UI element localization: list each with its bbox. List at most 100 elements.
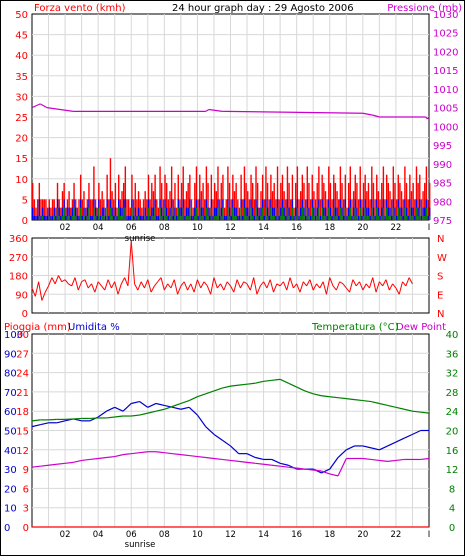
climate-hour-label-18: 18 xyxy=(324,530,335,540)
wind-avg-bar-99 xyxy=(195,207,198,220)
humidity-line-seg-1 xyxy=(40,422,49,426)
wind-mid-bar-2 xyxy=(35,215,37,220)
wind-mid-bar-35 xyxy=(89,215,92,220)
wind-mid-bar-38 xyxy=(94,207,97,220)
wind-avg-bar-77 xyxy=(159,207,161,220)
temperature-line-seg-40 xyxy=(362,399,372,403)
wind-avg-bar-42 xyxy=(101,215,103,220)
wind-gust-bar-41 xyxy=(99,199,102,220)
wind-mid-bar-206 xyxy=(372,207,375,220)
wind-dir-seg-21 xyxy=(101,285,106,291)
wind-gust-bar-59 xyxy=(129,207,131,220)
wind-dir-seg-41 xyxy=(167,283,172,289)
wind-mid-bar-30 xyxy=(81,215,84,220)
wind-mid-bar-66 xyxy=(141,215,143,220)
wind-avg-bar-50 xyxy=(114,215,117,220)
wind-gust-bar-239 xyxy=(427,199,429,220)
wind-dir-seg-106 xyxy=(382,279,387,287)
wind-gust-bar-192 xyxy=(349,166,351,220)
humidity-y-tick-60: 60 xyxy=(4,407,17,418)
wind-dir-seg-107 xyxy=(385,279,390,291)
wind-gust-bar-2 xyxy=(35,207,37,220)
wind-gust-bar-0 xyxy=(32,182,34,220)
wind-gust-bar-219 xyxy=(394,182,396,220)
sunrise-label-top: sunrise xyxy=(125,234,156,244)
dewpoint-line-seg-7 xyxy=(89,457,99,461)
wind-gust-bar-11 xyxy=(50,207,52,220)
temp-y-tick-36: 36 xyxy=(446,349,459,360)
humidity-line-seg-23 xyxy=(221,439,231,447)
wind-gust-bar-120 xyxy=(230,199,232,220)
temperature-line-seg-33 xyxy=(304,390,314,395)
temperature-line-seg-25 xyxy=(238,383,248,386)
wind-mid-bar-109 xyxy=(212,215,214,220)
wind-gust-bar-144 xyxy=(270,174,272,220)
wind-mid-bar-13 xyxy=(53,207,55,220)
dewpoint-line-seg-27 xyxy=(255,462,264,465)
pressure-y-tick-1005: 1005 xyxy=(433,104,458,115)
wind-gust-bar-104 xyxy=(204,199,206,220)
wind-gust-bar-94 xyxy=(187,182,189,220)
humidity-line-seg-45 xyxy=(403,433,413,439)
wind-dir-seg-19 xyxy=(94,281,99,293)
wind-mid-bar-150 xyxy=(280,207,282,220)
wind-avg-bar-136 xyxy=(256,215,259,220)
wind-avg-bar-94 xyxy=(187,215,189,220)
wind-dir-seg-47 xyxy=(187,283,192,291)
wind-dir-seg-114 xyxy=(408,277,413,285)
wind-gust-bar-51 xyxy=(116,207,118,220)
wind-gust-bar-29 xyxy=(79,174,82,220)
temperature-line-seg-34 xyxy=(313,393,322,397)
wind-avg-bar-155 xyxy=(288,215,290,220)
wind-mid-bar-162 xyxy=(299,207,302,220)
climate-hour-label-22: 22 xyxy=(391,530,402,540)
wind-gust-bar-220 xyxy=(395,199,398,220)
wind-dir-seg-11 xyxy=(68,283,72,287)
dewpoint-line-seg-9 xyxy=(106,455,115,459)
wind-dir-seg-3 xyxy=(41,291,46,301)
wind-gust-bar-234 xyxy=(419,174,421,220)
wind-gust-bar-60 xyxy=(131,174,133,220)
humidity-line-seg-24 xyxy=(230,445,240,455)
wind-mid-bar-171 xyxy=(314,215,317,220)
wind-dir-seg-73 xyxy=(273,283,278,293)
dewpoint-line-seg-16 xyxy=(164,452,173,455)
wind-gust-bar-193 xyxy=(351,199,353,220)
wind-mid-bar-10 xyxy=(48,207,50,220)
wind-mid-bar-131 xyxy=(248,215,251,220)
wind-gust-bar-232 xyxy=(415,166,418,220)
climate-hour-label-14: 14 xyxy=(258,530,269,540)
wind-gust-bar-150 xyxy=(280,182,282,220)
wind-mid-bar-94 xyxy=(187,207,189,220)
temperature-line-seg-41 xyxy=(370,400,380,405)
wind-mid-bar-204 xyxy=(369,215,371,220)
humidity-y-tick-80: 80 xyxy=(4,369,17,380)
wind-dir-seg-10 xyxy=(64,279,69,285)
wind-mid-bar-219 xyxy=(394,207,396,220)
wind-gust-bar-111 xyxy=(215,191,218,220)
wind-mid-bar-199 xyxy=(361,215,363,220)
dewpoint-line-seg-30 xyxy=(280,465,289,468)
wind-avg-bar-191 xyxy=(347,215,350,220)
wind-gust-bar-128 xyxy=(243,166,246,220)
wind-mid-bar-237 xyxy=(424,207,426,220)
wind-gust-bar-196 xyxy=(356,182,358,220)
wind-gust-bar-126 xyxy=(240,174,242,220)
wind-avg-bar-34 xyxy=(88,207,90,220)
wind-dir-seg-28 xyxy=(124,277,129,287)
wind-gust-bar-188 xyxy=(342,199,345,220)
temperature-line-seg-21 xyxy=(205,390,215,395)
wind-mid-bar-134 xyxy=(253,215,256,220)
wind-gust-bar-50 xyxy=(114,182,117,220)
wind-gust-bar-80 xyxy=(164,174,166,220)
wind-dir-seg-108 xyxy=(388,283,394,291)
wind-mid-bar-196 xyxy=(356,207,358,220)
wind-gust-bar-222 xyxy=(399,182,401,220)
wind-gust-bar-72 xyxy=(151,182,153,220)
wind-gust-bar-189 xyxy=(344,174,347,220)
pressure-y-tick-1000: 1000 xyxy=(433,122,458,133)
wind-mid-bar-236 xyxy=(422,207,424,220)
wind-mid-bar-187 xyxy=(341,207,343,220)
